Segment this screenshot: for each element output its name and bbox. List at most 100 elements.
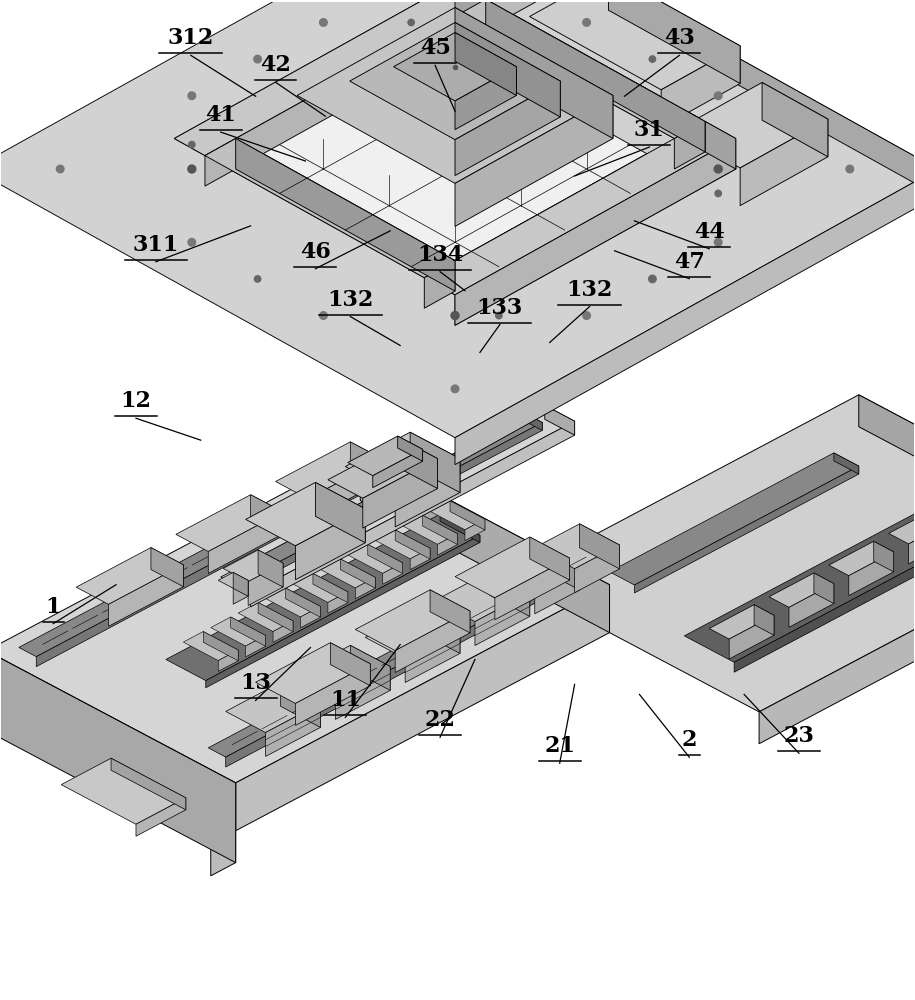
Polygon shape [111, 758, 186, 810]
Polygon shape [403, 440, 437, 489]
Polygon shape [206, 535, 480, 688]
Polygon shape [293, 573, 348, 602]
Polygon shape [174, 0, 486, 156]
Polygon shape [455, 0, 543, 47]
Text: 46: 46 [300, 241, 331, 263]
Polygon shape [300, 606, 320, 628]
Polygon shape [403, 577, 472, 614]
Polygon shape [530, 0, 740, 90]
Text: 43: 43 [664, 27, 694, 49]
Circle shape [57, 165, 64, 173]
Polygon shape [328, 592, 348, 613]
Polygon shape [183, 632, 238, 661]
Polygon shape [255, 643, 371, 703]
Circle shape [583, 312, 590, 319]
Polygon shape [350, 22, 560, 140]
Polygon shape [729, 615, 774, 659]
Circle shape [650, 56, 655, 62]
Polygon shape [430, 501, 485, 530]
Polygon shape [425, 261, 455, 308]
Polygon shape [273, 621, 293, 642]
Polygon shape [455, 81, 560, 176]
Polygon shape [662, 46, 740, 127]
Polygon shape [236, 16, 674, 261]
Circle shape [254, 276, 261, 282]
Polygon shape [350, 645, 390, 690]
Polygon shape [395, 459, 460, 527]
Circle shape [715, 238, 722, 246]
Text: 311: 311 [133, 234, 179, 256]
Polygon shape [233, 580, 248, 604]
Text: 2: 2 [682, 729, 697, 751]
Polygon shape [465, 519, 485, 541]
Polygon shape [608, 0, 740, 84]
Polygon shape [209, 560, 579, 757]
Polygon shape [273, 646, 343, 683]
Circle shape [650, 276, 655, 282]
Polygon shape [859, 395, 915, 559]
Polygon shape [674, 121, 705, 169]
Polygon shape [0, 651, 236, 863]
Polygon shape [562, 560, 579, 579]
Polygon shape [253, 415, 543, 568]
Polygon shape [435, 571, 530, 622]
Circle shape [319, 19, 328, 26]
Polygon shape [834, 453, 859, 474]
Polygon shape [888, 510, 915, 544]
Polygon shape [365, 608, 460, 659]
Polygon shape [226, 682, 320, 733]
Polygon shape [76, 548, 183, 604]
Polygon shape [275, 442, 382, 499]
Polygon shape [470, 579, 500, 606]
Circle shape [188, 238, 196, 246]
Polygon shape [308, 459, 382, 521]
Polygon shape [754, 605, 774, 635]
Polygon shape [405, 630, 460, 682]
Polygon shape [375, 530, 430, 559]
Polygon shape [410, 548, 430, 570]
Circle shape [451, 312, 459, 320]
Polygon shape [789, 584, 834, 627]
Polygon shape [236, 585, 609, 831]
Text: 132: 132 [566, 279, 613, 301]
Text: 31: 31 [634, 119, 665, 141]
Polygon shape [455, 139, 674, 291]
Polygon shape [455, 139, 736, 325]
Polygon shape [455, 169, 915, 465]
Polygon shape [495, 545, 579, 590]
Polygon shape [398, 436, 423, 461]
Polygon shape [166, 514, 480, 681]
Polygon shape [410, 432, 460, 493]
Polygon shape [320, 559, 375, 588]
Polygon shape [176, 495, 283, 552]
Polygon shape [330, 643, 371, 686]
Polygon shape [486, 0, 705, 152]
Polygon shape [510, 395, 915, 712]
Polygon shape [0, 453, 609, 783]
Circle shape [583, 19, 590, 26]
Polygon shape [393, 33, 516, 101]
Polygon shape [361, 453, 609, 633]
Polygon shape [265, 703, 320, 756]
Polygon shape [268, 422, 543, 576]
Text: 132: 132 [328, 289, 373, 311]
Text: 134: 134 [417, 244, 463, 266]
Polygon shape [336, 666, 390, 719]
Text: 11: 11 [329, 689, 361, 711]
Polygon shape [450, 501, 485, 530]
Polygon shape [313, 573, 348, 603]
Polygon shape [534, 524, 619, 569]
Polygon shape [318, 646, 343, 675]
Polygon shape [297, 7, 613, 183]
Polygon shape [251, 495, 283, 534]
Circle shape [451, 385, 458, 393]
Polygon shape [245, 635, 265, 657]
Circle shape [715, 92, 722, 100]
Circle shape [451, 165, 459, 173]
Polygon shape [298, 659, 343, 699]
Text: 13: 13 [240, 672, 271, 694]
Polygon shape [530, 537, 570, 580]
Polygon shape [350, 442, 382, 481]
Text: 21: 21 [544, 735, 576, 757]
Polygon shape [226, 569, 579, 767]
